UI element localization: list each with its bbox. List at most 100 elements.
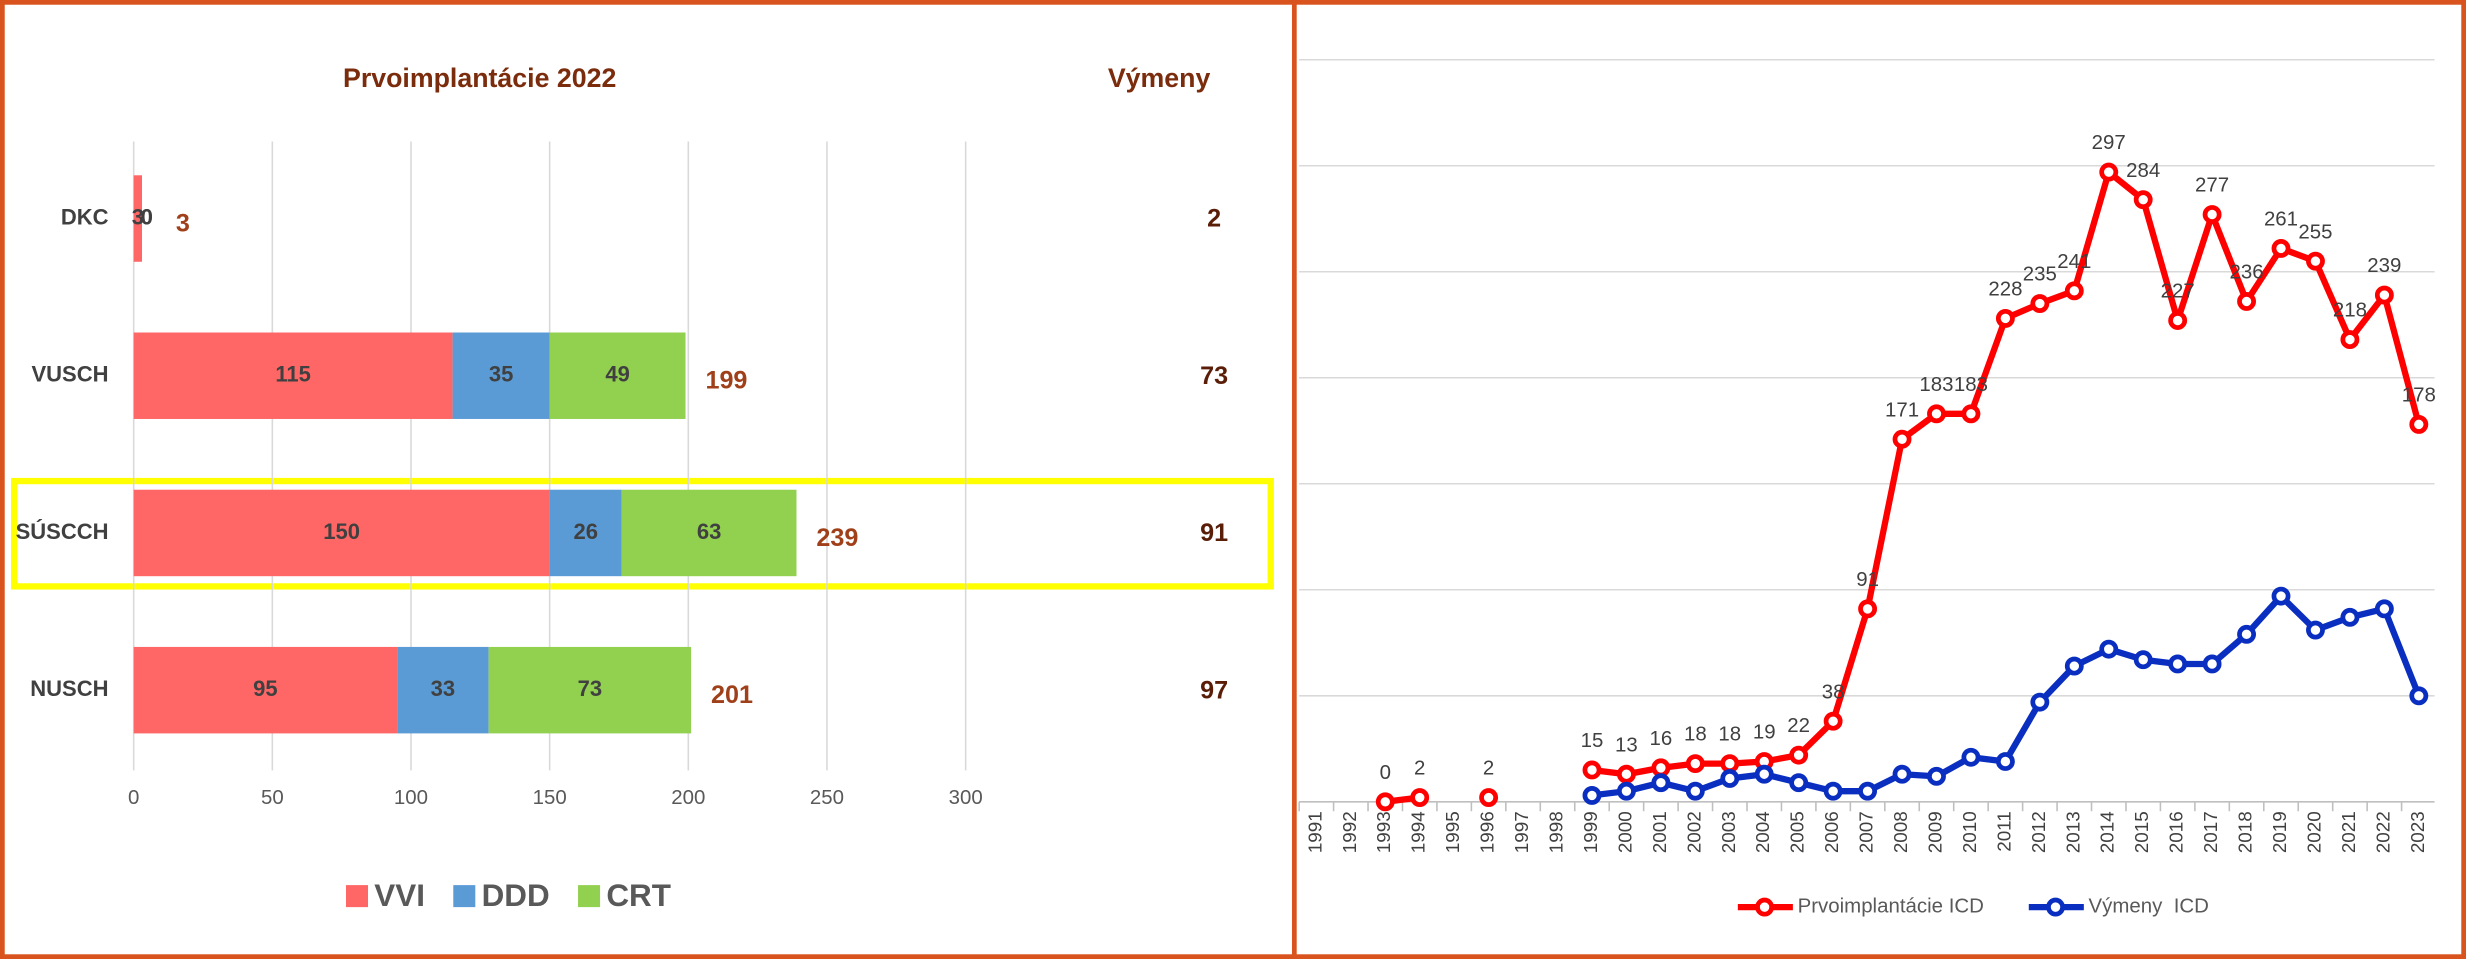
x-tick-label: 2009 xyxy=(1924,811,1945,853)
data-label: 3 xyxy=(132,204,144,229)
data-label: 13 xyxy=(1615,733,1638,756)
bar-segment xyxy=(133,646,398,734)
x-tick-label: 2012 xyxy=(2028,811,2049,853)
data-label: 277 xyxy=(2195,174,2229,197)
x-tick-label: 2001 xyxy=(1649,811,1670,853)
point xyxy=(1582,760,1602,780)
data-label: 95 xyxy=(253,676,277,701)
point xyxy=(2064,656,2084,676)
data-label: 2 xyxy=(1414,757,1425,780)
replacement-value: 91 xyxy=(1200,519,1228,547)
legend-swatch xyxy=(453,885,476,908)
data-label: 183 xyxy=(1954,373,1988,396)
legend-marker xyxy=(2046,897,2065,917)
point xyxy=(1685,781,1705,801)
x-tick-label: 2003 xyxy=(1718,811,1739,853)
point xyxy=(1927,766,1946,786)
x-tick-label: 2002 xyxy=(1683,811,1704,853)
point xyxy=(2237,292,2256,311)
data-label: 261 xyxy=(2264,208,2298,231)
data-label: 150 xyxy=(323,519,360,544)
category-label: DKC xyxy=(61,204,109,229)
total-label: 201 xyxy=(711,681,753,709)
point xyxy=(1823,781,1843,801)
bar-segment xyxy=(133,175,142,262)
point xyxy=(1375,792,1395,812)
point xyxy=(2168,311,2188,330)
point xyxy=(1651,758,1671,778)
bar-segment xyxy=(621,489,797,577)
data-label: 0 xyxy=(141,204,153,229)
point xyxy=(2306,620,2325,640)
point xyxy=(1754,764,1774,784)
category-label: SÚSCCH xyxy=(16,519,109,544)
data-label: 73 xyxy=(578,676,602,701)
point xyxy=(1479,788,1499,807)
total-label: 239 xyxy=(816,524,858,552)
x-tick-label: 1994 xyxy=(1408,811,1429,853)
data-label: 115 xyxy=(275,362,311,387)
point xyxy=(2340,607,2360,627)
x-tick-label: 2007 xyxy=(1856,811,1877,853)
data-label: 18 xyxy=(1718,723,1741,746)
point xyxy=(1616,764,1636,784)
replacement-value: 2 xyxy=(1207,205,1221,233)
point xyxy=(2099,639,2119,659)
point xyxy=(1961,747,1981,767)
bar-segment xyxy=(549,489,622,577)
data-label: 49 xyxy=(605,362,629,387)
x-tick-label: 2021 xyxy=(2338,811,2359,853)
x-tick-label: 1998 xyxy=(1545,811,1566,853)
x-tick-label: 1999 xyxy=(1580,811,1601,853)
x-tick-label: 300 xyxy=(949,786,983,809)
data-label: 16 xyxy=(1650,727,1673,750)
data-label: 26 xyxy=(573,519,597,544)
point xyxy=(1789,745,1809,765)
bar-segment xyxy=(488,646,692,734)
point xyxy=(2099,162,2119,182)
data-label: 255 xyxy=(2298,220,2332,243)
x-tick-label: 1991 xyxy=(1304,811,1325,853)
data-label: 0 xyxy=(1380,761,1391,784)
x-tick-label: 50 xyxy=(261,786,284,809)
point xyxy=(2030,692,2050,712)
x-tick-label: 1996 xyxy=(1477,811,1498,853)
bar-segment xyxy=(397,646,489,734)
x-tick-label: 2014 xyxy=(2097,811,2118,853)
x-tick-label: 2020 xyxy=(2303,811,2324,853)
bar-segment xyxy=(133,332,453,419)
x-tick-label: 0 xyxy=(128,786,139,809)
bar-segment xyxy=(452,332,550,419)
category-label: NUSCH xyxy=(30,676,108,701)
x-tick-label: 2008 xyxy=(1890,811,1911,853)
x-tick-label: 2022 xyxy=(2372,811,2393,853)
column-title: Výmeny xyxy=(1108,63,1211,93)
x-tick-label: 2018 xyxy=(2235,811,2256,853)
point xyxy=(2030,294,2050,313)
data-label: 15 xyxy=(1581,729,1604,752)
x-tick-label: 1995 xyxy=(1442,811,1463,853)
point xyxy=(1995,308,2015,328)
point xyxy=(1720,769,1740,788)
replacement-value: 73 xyxy=(1200,362,1228,390)
data-label: 236 xyxy=(2230,261,2264,284)
bar-segment xyxy=(549,332,686,419)
point xyxy=(1789,773,1809,793)
point xyxy=(2409,686,2429,706)
data-label: 178 xyxy=(2402,384,2436,407)
point xyxy=(2237,624,2256,644)
data-label: 228 xyxy=(1988,278,2022,301)
point xyxy=(2168,654,2188,674)
data-label: 2 xyxy=(1483,757,1494,780)
x-tick-label: 1997 xyxy=(1511,811,1532,853)
data-label: 235 xyxy=(2023,263,2057,286)
x-tick-label: 200 xyxy=(671,786,705,809)
x-tick-label: 1993 xyxy=(1373,811,1394,853)
point xyxy=(2374,285,2394,305)
data-label: 297 xyxy=(2092,131,2126,154)
legend-label: CRT xyxy=(606,878,671,913)
point xyxy=(2202,654,2222,674)
point xyxy=(2374,599,2394,619)
point xyxy=(1858,781,1878,801)
